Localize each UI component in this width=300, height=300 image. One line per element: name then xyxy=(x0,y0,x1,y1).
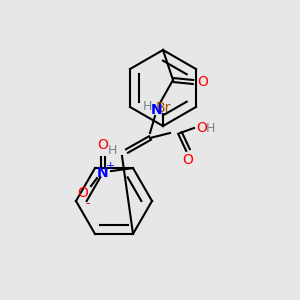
Text: O: O xyxy=(78,186,88,200)
Text: -: - xyxy=(86,196,90,210)
Text: O: O xyxy=(98,138,108,152)
Text: Br: Br xyxy=(155,101,171,115)
Text: O: O xyxy=(183,153,194,167)
Text: H: H xyxy=(107,145,117,158)
Text: H: H xyxy=(142,100,152,112)
Text: N: N xyxy=(151,103,163,117)
Text: O: O xyxy=(198,75,208,89)
Text: H: H xyxy=(205,122,215,134)
Text: O: O xyxy=(196,121,207,135)
Text: +: + xyxy=(105,161,115,171)
Text: N: N xyxy=(97,166,109,180)
